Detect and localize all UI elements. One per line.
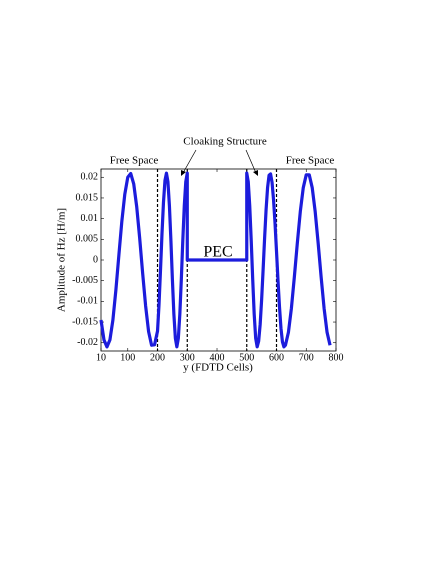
x-tick-label: 800 [329, 352, 344, 363]
annotation: Free Space [286, 155, 335, 167]
y-tick-label: 0.01 [81, 213, 99, 224]
y-tick-label: -0.005 [72, 275, 98, 286]
x-tick-label: 100 [120, 352, 135, 363]
x-tick-label: 200 [150, 352, 165, 363]
annotation: Cloaking Structure [183, 136, 267, 148]
y-tick-label: -0.01 [77, 296, 98, 307]
y-tick-label: 0.005 [76, 234, 99, 245]
annotation: Free Space [110, 155, 159, 167]
arrow-head [181, 170, 186, 176]
y-tick-label: 0.015 [76, 192, 99, 203]
x-tick-label: 400 [210, 352, 225, 363]
arrow-head [253, 170, 258, 176]
arrow [182, 149, 197, 174]
x-tick-label: 10 [96, 352, 106, 363]
arrow [245, 149, 257, 174]
x-axis-label: y (FDTD Cells) [183, 362, 253, 374]
y-tick-label: 0.02 [81, 172, 99, 183]
y-tick-label: -0.02 [77, 337, 98, 348]
x-tick-label: 700 [299, 352, 314, 363]
y-tick-label: -0.015 [72, 316, 98, 327]
x-tick-label: 300 [180, 352, 195, 363]
data-line [99, 171, 332, 349]
y-axis-label: Amplitude of Hz [H/m] [56, 208, 68, 312]
x-tick-label: 500 [239, 352, 254, 363]
x-tick-label: 600 [269, 352, 284, 363]
annotation: PEC [203, 244, 232, 261]
y-tick-label: 0 [93, 254, 98, 265]
